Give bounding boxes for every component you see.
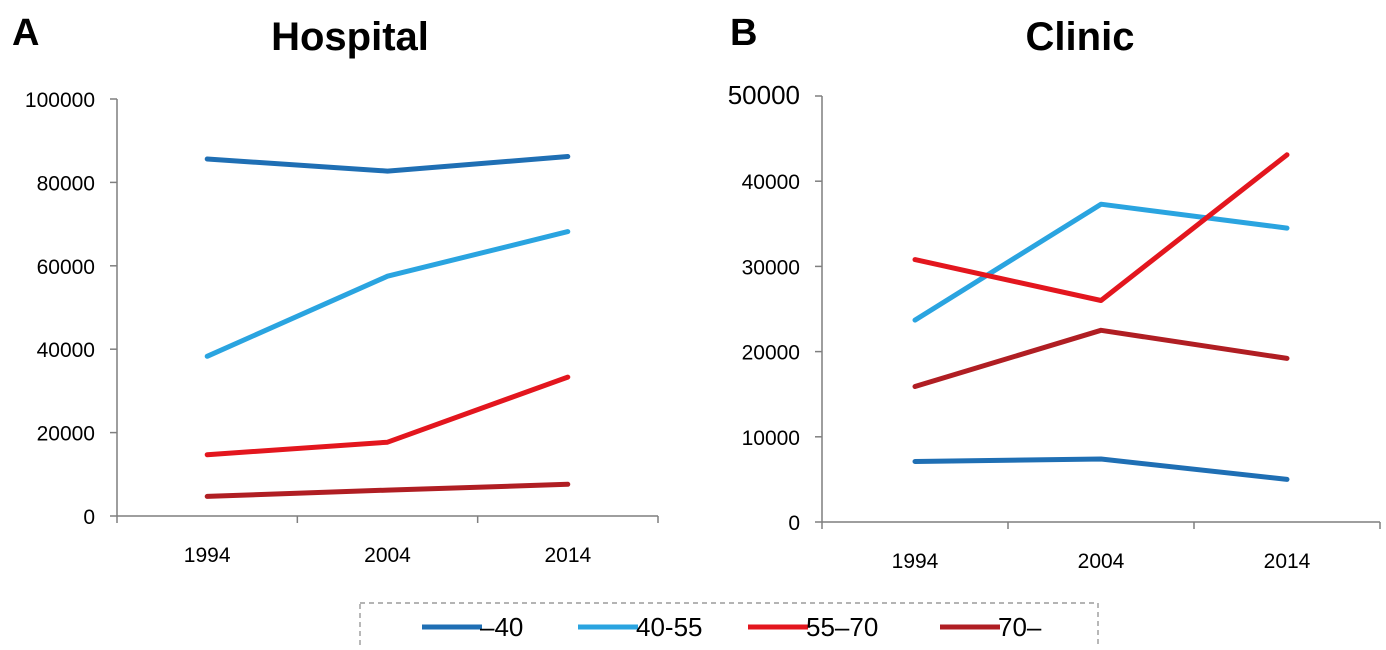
legend-label-1: 40-55 (636, 612, 703, 642)
y-tick-label-clinic: 30000 (742, 256, 800, 279)
y-tick-label-clinic: 20000 (742, 342, 800, 365)
x-tick-label-clinic: 2004 (1078, 550, 1125, 573)
series-line-hospital-3 (204, 481, 571, 499)
legend-box (359, 602, 1099, 650)
chart-title-hospital: Hospital (271, 15, 429, 59)
y-tick-label-hospital: 0 (83, 506, 95, 529)
legend-label-0: –40 (480, 612, 523, 642)
series-line-clinic-1 (912, 201, 1290, 323)
y-tick-label-clinic: 40000 (742, 171, 800, 194)
legend-label-2: 55–70 (806, 612, 878, 642)
x-tick-label-hospital: 1994 (184, 544, 231, 567)
x-tick-label-hospital: 2014 (544, 544, 591, 567)
y-tick-label-clinic: 0 (788, 512, 800, 535)
x-tick-label-clinic: 2014 (1264, 550, 1311, 573)
series-line-clinic-0 (912, 456, 1290, 482)
x-tick-label-clinic: 1994 (892, 550, 939, 573)
y-tick-label-clinic: 50000 (728, 80, 800, 110)
chart-title-clinic: Clinic (1026, 15, 1135, 59)
y-tick-label-hospital: 100000 (25, 89, 95, 112)
plot-area-hospital: 0 20000 40000 60000 80000 100000 1994 2004 2014 (25, 89, 659, 567)
series-line-hospital-0 (204, 154, 571, 174)
y-tick-label-hospital: 20000 (37, 423, 95, 446)
legend-label-3: 70– (998, 612, 1042, 642)
y-tick-label-hospital: 40000 (37, 339, 95, 362)
y-tick-label-clinic: 10000 (742, 427, 800, 450)
series-line-hospital-2 (204, 374, 571, 458)
series-line-clinic-3 (912, 327, 1290, 389)
plot-area-clinic: 0 10000 20000 30000 40000 50000 1994 2004 2014 (728, 80, 1381, 573)
y-tick-label-hospital: 60000 (37, 256, 95, 279)
series-line-clinic-2 (912, 152, 1290, 303)
panel-a: A Hospital 0 20000 40000 60000 80000 100000 19… (12, 12, 659, 567)
panel-letter-a: A (12, 12, 39, 54)
panel-letter-b: B (730, 12, 757, 54)
panel-b: B Clinic 0 10000 20000 30000 40000 50000 1994 2… (728, 12, 1381, 573)
x-tick-label-hospital: 2004 (364, 544, 411, 567)
y-tick-label-hospital: 80000 (37, 172, 95, 195)
series-line-hospital-1 (204, 229, 571, 359)
legend-items: –40 40-55 55–70 70– (422, 612, 1042, 642)
legend: –40 40-55 55–70 70– (359, 602, 1099, 650)
